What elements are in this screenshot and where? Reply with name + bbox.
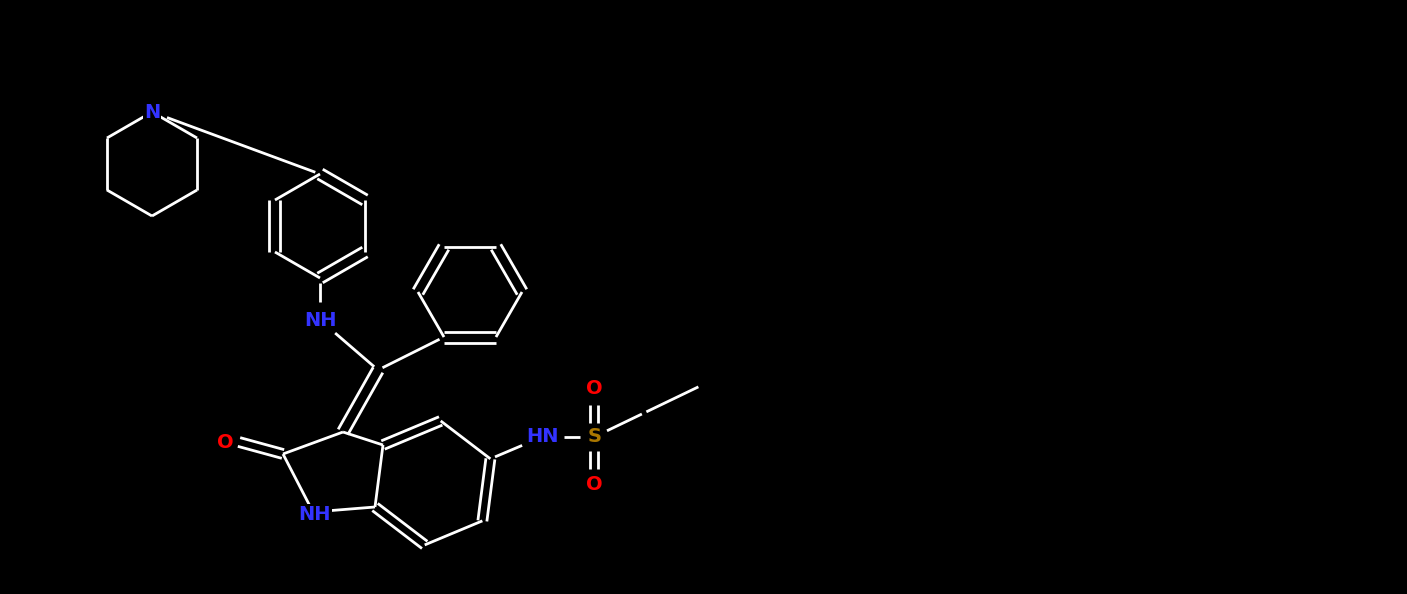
Text: O: O xyxy=(587,380,602,399)
Text: O: O xyxy=(587,475,602,494)
Text: NH: NH xyxy=(298,504,331,523)
Text: NH: NH xyxy=(304,311,336,330)
Text: HN: HN xyxy=(526,427,559,446)
Text: O: O xyxy=(217,432,234,451)
Text: S: S xyxy=(587,427,601,446)
Text: N: N xyxy=(144,103,160,122)
